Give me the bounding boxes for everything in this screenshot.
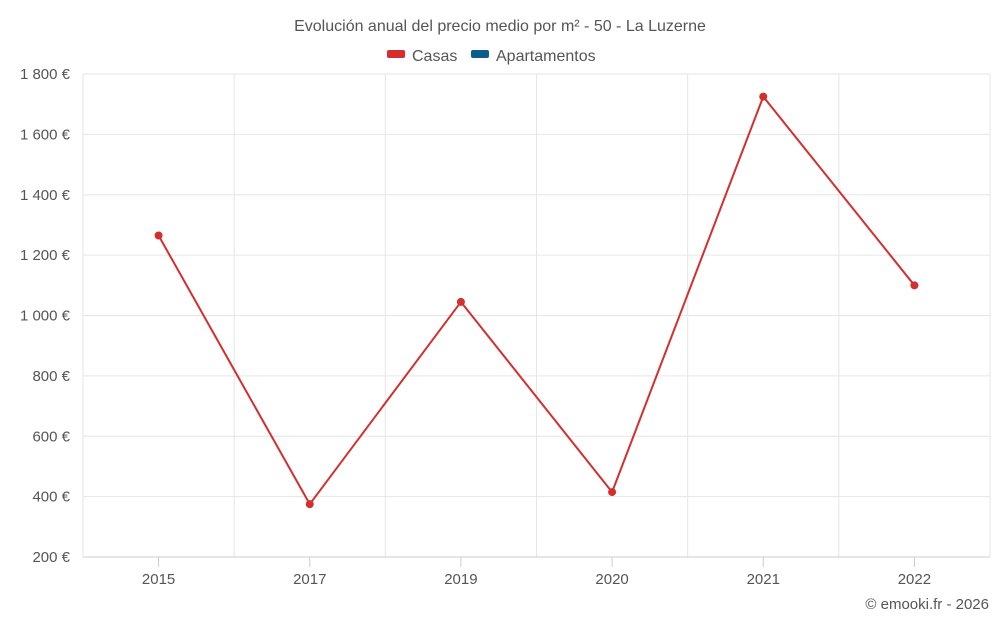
- y-tick-label: 1 400 €: [20, 187, 71, 204]
- y-tick-label: 600 €: [32, 428, 70, 445]
- data-point-casas[interactable]: [456, 297, 465, 306]
- legend-label-apartamentos: Apartamentos: [496, 48, 596, 65]
- legend-item-apartamentos[interactable]: Apartamentos: [471, 48, 596, 65]
- credit-text: © emooki.fr - 2026: [865, 596, 989, 613]
- x-axis-ticks: 2015 2017 2019 2020 2021 2022: [142, 557, 931, 588]
- data-point-casas[interactable]: [759, 92, 768, 101]
- y-tick-label: 1 000 €: [20, 308, 71, 325]
- x-tick-label: 2022: [898, 571, 931, 588]
- y-tick-label: 1 600 €: [20, 126, 71, 143]
- y-tick-label: 400 €: [32, 489, 70, 506]
- series-layer: [154, 92, 919, 509]
- x-gridlines: [82, 74, 991, 557]
- y-tick-label: 800 €: [32, 368, 70, 385]
- legend: Casas Apartamentos: [387, 48, 596, 65]
- y-axis-ticks: 200 € 400 € 600 € 800 € 1 000 € 1 200 € 1 400 …: [20, 66, 71, 566]
- x-tick-label: 2021: [747, 571, 780, 588]
- y-tick-label: 1 200 €: [20, 247, 71, 264]
- data-point-casas[interactable]: [910, 281, 919, 290]
- chart-title: Evolución anual del precio medio por m² …: [294, 18, 706, 35]
- y-tick-label: 1 800 €: [20, 66, 71, 83]
- legend-label-casas: Casas: [412, 48, 457, 65]
- data-point-casas[interactable]: [154, 231, 163, 240]
- x-tick-label: 2019: [444, 571, 477, 588]
- series-line-casas: [157, 95, 916, 506]
- legend-swatch-casas: [387, 50, 405, 58]
- legend-item-casas[interactable]: Casas: [387, 48, 457, 65]
- x-tick-label: 2015: [142, 571, 175, 588]
- data-point-casas[interactable]: [608, 488, 617, 497]
- y-tick-label: 200 €: [32, 549, 70, 566]
- x-tick-label: 2020: [595, 571, 628, 588]
- legend-swatch-apartamentos: [471, 50, 489, 58]
- data-point-casas[interactable]: [305, 500, 314, 509]
- x-tick-label: 2017: [293, 571, 326, 588]
